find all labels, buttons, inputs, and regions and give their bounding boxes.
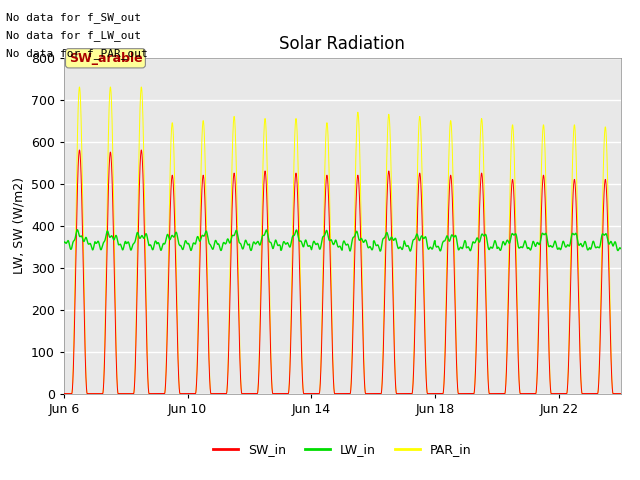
Text: No data for f_SW_out: No data for f_SW_out	[6, 12, 141, 23]
Y-axis label: LW, SW (W/m2): LW, SW (W/m2)	[12, 177, 26, 274]
Text: No data for f_LW_out: No data for f_LW_out	[6, 30, 141, 41]
Title: Solar Radiation: Solar Radiation	[280, 35, 405, 53]
Text: No data for f_PAR_out: No data for f_PAR_out	[6, 48, 148, 60]
Legend: SW_in, LW_in, PAR_in: SW_in, LW_in, PAR_in	[209, 438, 476, 461]
Text: SW_arable: SW_arable	[68, 52, 142, 65]
